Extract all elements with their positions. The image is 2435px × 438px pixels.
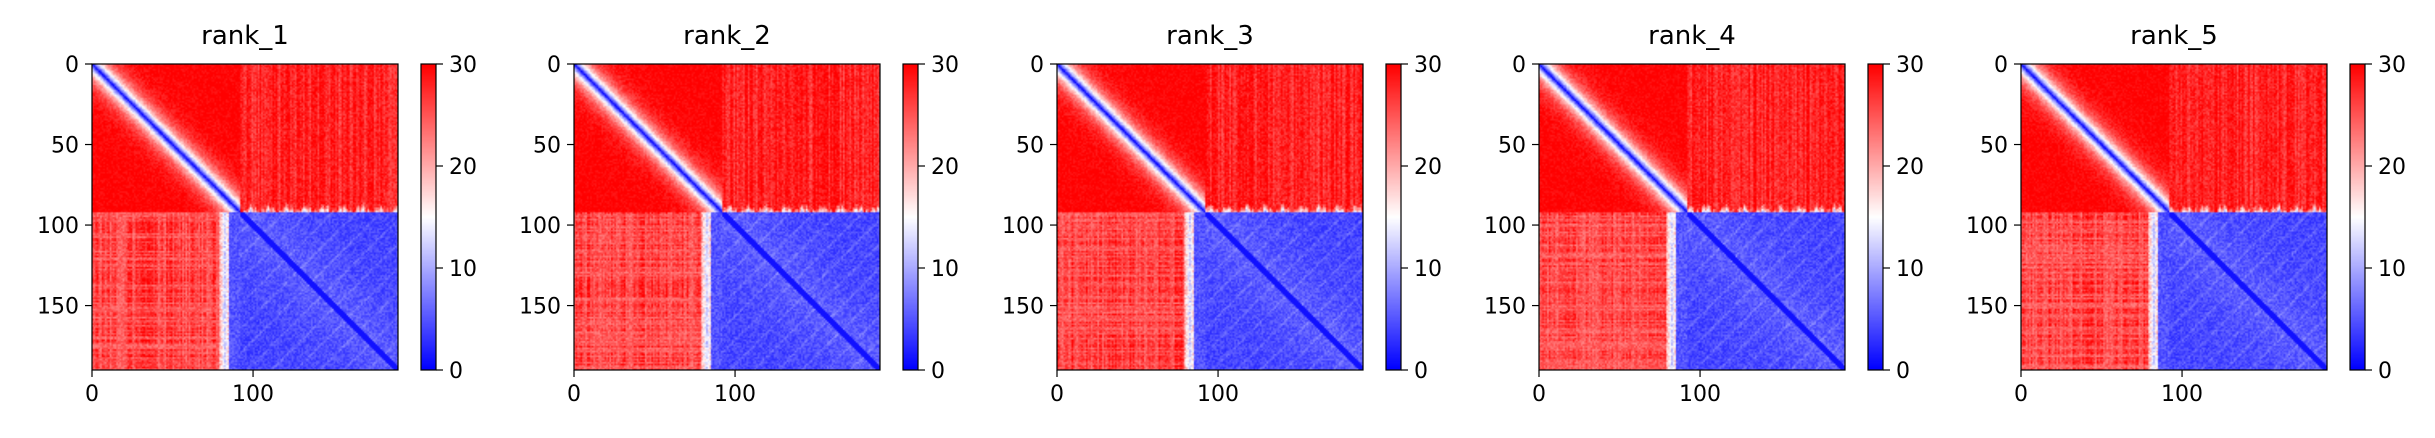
y-tick-label: 0 bbox=[1994, 53, 2008, 78]
colorbar-tick-label: 20 bbox=[1896, 155, 1924, 180]
colorbar-frame bbox=[420, 63, 437, 371]
axes-frame bbox=[1538, 63, 1846, 371]
x-tick-label: 100 bbox=[232, 382, 274, 407]
heatmap-image bbox=[2021, 64, 2327, 370]
colorbar-tick-label: 10 bbox=[1414, 257, 1442, 282]
panel-title: rank_1 bbox=[201, 21, 289, 51]
panel-title: rank_2 bbox=[683, 21, 771, 51]
y-tick-label: 100 bbox=[1002, 214, 1044, 239]
y-tick-label: 100 bbox=[1966, 214, 2008, 239]
colorbar-tick-label: 10 bbox=[2378, 257, 2406, 282]
colorbar-tick-label: 0 bbox=[1896, 359, 1910, 384]
colorbar-frame bbox=[902, 63, 919, 371]
colorbar-frame bbox=[1385, 63, 1402, 371]
heatmap-image bbox=[574, 64, 880, 370]
heatmap-image bbox=[1057, 64, 1363, 370]
x-tick-label: 100 bbox=[714, 382, 756, 407]
colorbar bbox=[903, 64, 918, 370]
panel-title: rank_5 bbox=[2130, 21, 2218, 51]
colorbar bbox=[1386, 64, 1401, 370]
colorbar-frame bbox=[1867, 63, 1884, 371]
colorbar bbox=[2350, 64, 2365, 370]
x-tick-label: 0 bbox=[85, 382, 99, 407]
x-tick-label: 0 bbox=[2014, 382, 2028, 407]
x-tick-label: 0 bbox=[1050, 382, 1064, 407]
x-tick-label: 0 bbox=[1532, 382, 1546, 407]
y-tick-label: 150 bbox=[37, 295, 79, 320]
y-tick-label: 150 bbox=[1966, 295, 2008, 320]
colorbar-tick-label: 10 bbox=[1896, 257, 1924, 282]
y-tick-label: 50 bbox=[533, 134, 561, 159]
heatmap-panel: rank_4 0 50 100 150 0 100 0 10 20 30 bbox=[1484, 21, 1924, 407]
axes-frame bbox=[573, 63, 881, 371]
y-tick-label: 50 bbox=[1980, 134, 2008, 159]
panel-title: rank_4 bbox=[1648, 21, 1736, 51]
heatmap-image bbox=[92, 64, 398, 370]
y-tick-label: 50 bbox=[1498, 134, 1526, 159]
colorbar bbox=[421, 64, 436, 370]
y-tick-label: 50 bbox=[51, 134, 79, 159]
heatmap-panel: rank_3 0 50 100 150 0 100 0 10 20 30 bbox=[1002, 21, 1442, 407]
y-tick-label: 150 bbox=[1002, 295, 1044, 320]
colorbar-tick-label: 0 bbox=[2378, 359, 2392, 384]
heatmap-panel: rank_5 0 50 100 150 0 100 0 10 20 30 bbox=[1966, 21, 2406, 407]
y-tick-label: 0 bbox=[65, 53, 79, 78]
colorbar-tick-label: 30 bbox=[931, 53, 959, 78]
heatmap-panel: rank_1 0 50 100 150 0 100 0 10 20 30 bbox=[37, 21, 477, 407]
heatmap-image bbox=[1539, 64, 1845, 370]
colorbar-tick-label: 30 bbox=[449, 53, 477, 78]
colorbar-tick-label: 20 bbox=[2378, 155, 2406, 180]
y-tick-label: 100 bbox=[519, 214, 561, 239]
axes-frame bbox=[91, 63, 399, 371]
x-tick-label: 100 bbox=[2161, 382, 2203, 407]
colorbar-tick-label: 10 bbox=[931, 257, 959, 282]
colorbar-tick-label: 30 bbox=[1414, 53, 1442, 78]
x-tick-label: 100 bbox=[1197, 382, 1239, 407]
colorbar-tick-label: 10 bbox=[449, 257, 477, 282]
colorbar-frame bbox=[2349, 63, 2366, 371]
panel-title: rank_3 bbox=[1166, 21, 1254, 51]
y-tick-label: 100 bbox=[37, 214, 79, 239]
y-tick-label: 150 bbox=[519, 295, 561, 320]
y-tick-label: 100 bbox=[1484, 214, 1526, 239]
y-tick-label: 150 bbox=[1484, 295, 1526, 320]
colorbar-tick-label: 0 bbox=[449, 359, 463, 384]
x-tick-label: 100 bbox=[1679, 382, 1721, 407]
colorbar-tick-label: 20 bbox=[931, 155, 959, 180]
y-tick-label: 50 bbox=[1016, 134, 1044, 159]
colorbar-tick-label: 20 bbox=[1414, 155, 1442, 180]
colorbar-tick-label: 0 bbox=[931, 359, 945, 384]
colorbar-tick-label: 30 bbox=[2378, 53, 2406, 78]
x-tick-label: 0 bbox=[567, 382, 581, 407]
colorbar bbox=[1868, 64, 1883, 370]
y-tick-label: 0 bbox=[1030, 53, 1044, 78]
y-tick-label: 0 bbox=[547, 53, 561, 78]
y-tick-label: 0 bbox=[1512, 53, 1526, 78]
axes-frame bbox=[2020, 63, 2328, 371]
colorbar-tick-label: 20 bbox=[449, 155, 477, 180]
colorbar-tick-label: 0 bbox=[1414, 359, 1428, 384]
axes-frame bbox=[1056, 63, 1364, 371]
heatmap-panel: rank_2 0 50 100 150 0 100 0 10 20 30 bbox=[519, 21, 959, 407]
colorbar-tick-label: 30 bbox=[1896, 53, 1924, 78]
